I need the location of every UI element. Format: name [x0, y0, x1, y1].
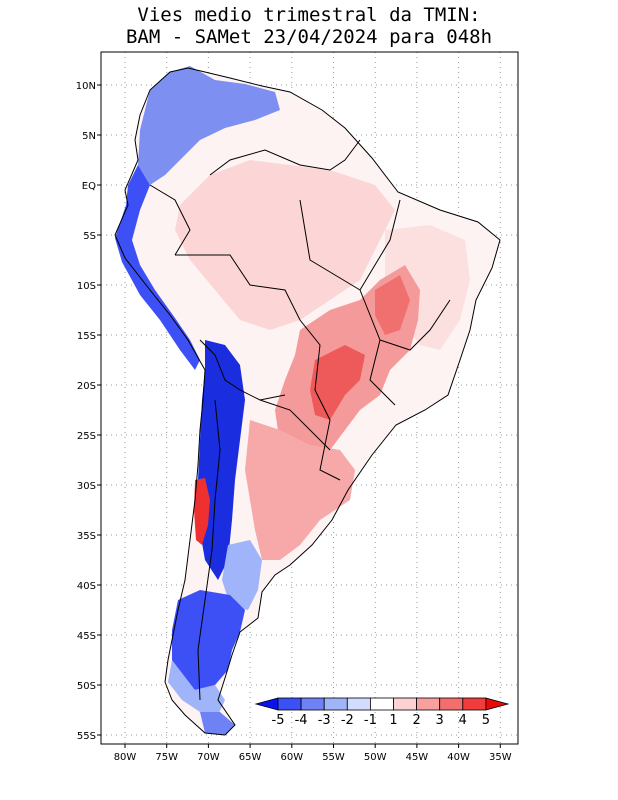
- longitude-label: 80W: [114, 752, 137, 763]
- colorbar-label: 1: [389, 713, 397, 728]
- colorbar-swatch: [323, 697, 348, 711]
- colorbar-swatch: [462, 697, 487, 711]
- latitude-label: 30S: [77, 481, 96, 492]
- longitude-labels: 80W 75W 70W 65W 60W 55W 50W 45W 40W 35W: [114, 744, 512, 763]
- latitude-label: 50S: [77, 681, 96, 692]
- latitude-label: 10S: [77, 281, 96, 292]
- longitude-label: 65W: [239, 752, 262, 763]
- bias-cold-patagonia: [172, 590, 245, 690]
- bias-cold-mid-argentina: [222, 540, 262, 610]
- bias-field: [115, 66, 500, 735]
- bias-cold-andes-south: [198, 340, 245, 580]
- colorbar-swatch: [277, 697, 302, 711]
- longitude-label: 50W: [364, 752, 387, 763]
- longitude-label: 55W: [322, 752, 345, 763]
- border-peru-bolivia-chile: [199, 339, 286, 401]
- colorbar-label: -1: [364, 713, 377, 728]
- colorbar: -5 -4 -3 -2 -1 1 2 3 4 5: [254, 697, 510, 728]
- latitude-label: EQ: [82, 181, 96, 192]
- bias-warm-strong-central-chile: [194, 478, 210, 545]
- plot-frame: [100, 51, 519, 745]
- colorbar-label: -5: [272, 713, 285, 728]
- colorbar-swatch: [416, 697, 441, 711]
- border-argentina-chile: [197, 399, 221, 701]
- bias-warm-strong-minas: [375, 275, 410, 335]
- latitude-label: 55S: [77, 731, 96, 742]
- colorbar-arrow-right: [485, 697, 510, 711]
- latitude-labels: 10N 5N EQ 5S 10S 15S 20S 25S 30S 35S 40S 45S 50S 55S: [76, 81, 101, 742]
- longitude-label: 45W: [406, 752, 429, 763]
- latitude-label: 20S: [77, 381, 96, 392]
- latitude-label: 25S: [77, 431, 96, 442]
- latitude-label: 45S: [77, 631, 96, 642]
- colorbar-label: 3: [436, 713, 444, 728]
- longitude-label: 35W: [489, 752, 512, 763]
- latitude-label: 10N: [76, 81, 96, 92]
- latitude-label: 40S: [77, 581, 96, 592]
- longitude-label: 40W: [447, 752, 470, 763]
- boundaries: [114, 67, 501, 736]
- coastline: [114, 67, 501, 736]
- colorbar-label: -4: [295, 713, 308, 728]
- bias-warm-strong-mato-grosso: [310, 345, 365, 420]
- bias-cold-patagonia-light: [168, 660, 225, 715]
- bias-warm-mid-south: [245, 420, 355, 560]
- bias-cold-colombia: [138, 66, 280, 185]
- map-title-line-1: Vies medio trimestral da TMIN:: [137, 4, 481, 26]
- bias-cold-andes-north: [115, 165, 200, 370]
- border-brazil-north: [209, 139, 361, 176]
- colorbar-label: 4: [459, 713, 467, 728]
- bias-cold-tierra-del-fuego: [200, 712, 235, 735]
- colorbar-label: 5: [482, 713, 490, 728]
- latitude-label: 35S: [77, 531, 96, 542]
- latitude-label: 5S: [83, 231, 96, 242]
- colorbar-swatch: [369, 697, 394, 711]
- colorbar-swatch: [346, 697, 371, 711]
- border-colombia-peru: [149, 184, 191, 256]
- longitude-label: 60W: [280, 752, 303, 763]
- latitude-label: 15S: [77, 331, 96, 342]
- colorbar-label: -2: [341, 713, 354, 728]
- longitude-label: 70W: [197, 752, 220, 763]
- colorbar-arrow-left: [254, 697, 279, 711]
- border-argentina-paraguay: [259, 399, 331, 451]
- colorbar-swatch: [393, 697, 418, 711]
- colorbar-label: -3: [318, 713, 331, 728]
- colorbar-label: 2: [412, 713, 420, 728]
- colorbar-swatch: [300, 697, 325, 711]
- longitude-label: 75W: [155, 752, 178, 763]
- border-brazilian-states: [299, 199, 451, 406]
- bias-warm-light-amazon: [175, 160, 395, 330]
- colorbar-swatch: [439, 697, 464, 711]
- latitude-label: 5N: [82, 131, 96, 142]
- map-title-line-2: BAM - SAMet 23/04/2024 para 048h: [125, 26, 493, 48]
